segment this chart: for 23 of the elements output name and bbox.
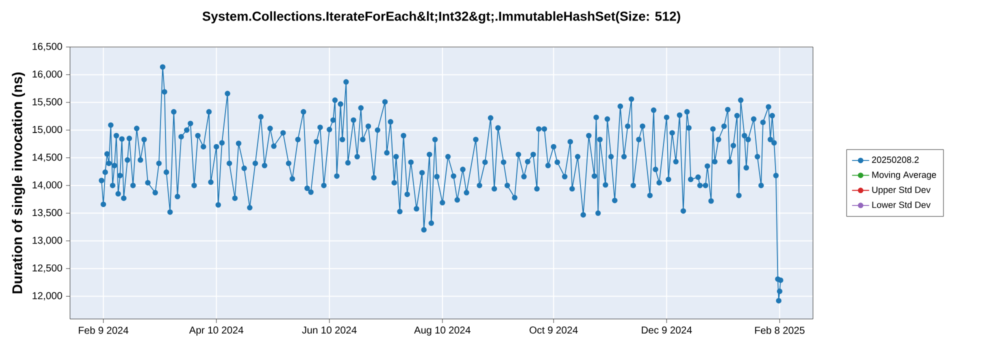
legend-label: Upper Std Dev (872, 186, 931, 195)
x-tick-label: Feb 9 2024 (78, 326, 128, 334)
x-tick-label: Aug 10 2024 (414, 326, 470, 336)
legend-label: 20250208.2 (872, 156, 919, 163)
legend-label: Lower Std Dev (872, 201, 931, 208)
x-tick-label: Oct 9 2024 (530, 326, 578, 334)
x-tick-label: Dec 9 2024 (642, 326, 692, 334)
x-tick-label: Jun 10 2024 (302, 326, 357, 334)
y-tick-label: 14,000 (32, 181, 62, 190)
y-tick-label: 12,000 (32, 292, 62, 300)
legend-label: Moving Average (872, 171, 936, 180)
y-tick-label: 13,500 (32, 209, 62, 218)
y-tick-label: 13,000 (32, 236, 62, 246)
y-tick-label: 15,500 (32, 98, 62, 107)
y-tick-label: 12,500 (32, 264, 62, 273)
y-tick-label: 15,000 (32, 126, 62, 134)
y-tick-label: 16,500 (32, 42, 62, 52)
x-tick-label: Feb 8 2025 (755, 326, 805, 334)
y-tick-label: 16,000 (32, 70, 62, 79)
x-tick-label: Apr 10 2024 (189, 326, 244, 336)
y-axis-title: Duration of single invocation (ns) (12, 72, 26, 294)
chart-title: System.Collections.IterateForEach&lt;Int32&gt;.ImmutableHashSet(Size: 512) (202, 11, 680, 24)
y-tick-label: 14,500 (32, 154, 62, 162)
